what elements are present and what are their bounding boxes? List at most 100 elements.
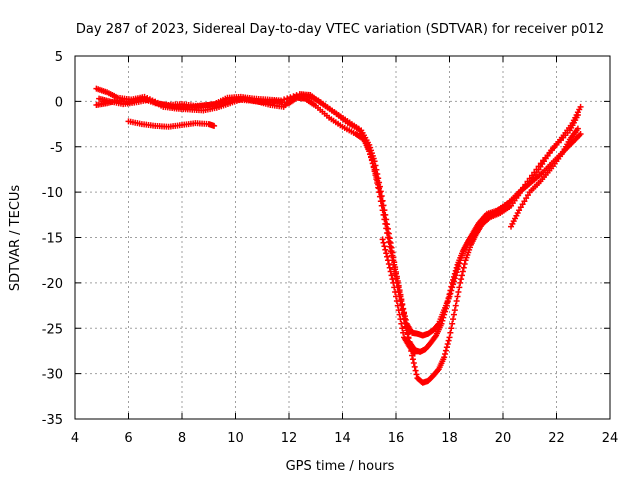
data-point (384, 221, 391, 228)
data-points (93, 85, 584, 386)
y-axis-label: SDTVAR / TECUs (8, 185, 23, 292)
y-tick-label: -5 (50, 141, 63, 156)
data-point (290, 93, 297, 100)
data-point (447, 287, 454, 294)
data-point (445, 295, 452, 301)
data-point (441, 354, 448, 361)
data-point (442, 305, 449, 312)
data-point (397, 291, 404, 298)
data-point (452, 267, 459, 274)
data-point (574, 125, 581, 132)
data-point (451, 270, 458, 277)
y-tick-label: -30 (42, 368, 63, 383)
data-point (447, 329, 454, 336)
data-point (390, 279, 397, 286)
data-point (400, 305, 407, 312)
data-point (449, 279, 456, 286)
data-point (395, 307, 402, 314)
data-point (381, 207, 388, 214)
data-point (211, 122, 218, 129)
y-tick-label: -25 (42, 322, 63, 337)
data-point (393, 268, 399, 275)
x-tick-label: 12 (281, 431, 298, 446)
data-point (438, 320, 445, 327)
data-point (516, 207, 523, 214)
data-point (442, 308, 449, 315)
data-point (387, 239, 394, 246)
series-track-4 (125, 118, 218, 130)
y-axis-ticks: 5 0 -5 -10 -15 -20 -25 -30 -35 (42, 50, 610, 428)
data-point (400, 329, 407, 336)
data-point (390, 254, 397, 261)
data-point (446, 334, 453, 341)
x-tick-label: 6 (124, 431, 132, 446)
data-point (434, 367, 441, 374)
data-point (375, 175, 382, 182)
x-tick-label: 20 (495, 431, 512, 446)
data-point (384, 257, 391, 264)
data-point (412, 367, 419, 374)
y-tick-label: -15 (42, 232, 63, 247)
x-tick-label: 18 (441, 431, 458, 446)
data-point (371, 158, 378, 165)
data-point (399, 325, 406, 332)
data-point (393, 298, 400, 305)
data-point (385, 230, 392, 237)
x-axis-label: GPS time / hours (286, 459, 395, 474)
data-point (281, 96, 288, 103)
x-tick-label: 4 (71, 431, 79, 446)
data-point (387, 268, 394, 275)
data-point (389, 249, 396, 256)
data-point (448, 283, 455, 290)
data-point (277, 97, 284, 104)
data-point (374, 170, 381, 177)
data-point (373, 166, 380, 173)
data-point (443, 344, 450, 351)
data-point (409, 356, 416, 363)
data-point (284, 95, 291, 102)
y-tick-label: -10 (42, 186, 63, 201)
data-point (394, 302, 401, 309)
data-point (394, 278, 401, 285)
data-point (376, 183, 383, 190)
data-point (398, 320, 405, 327)
data-point (521, 198, 528, 205)
y-tick-label: -35 (42, 413, 63, 428)
data-point (381, 243, 388, 250)
data-point (372, 162, 379, 169)
data-point (524, 192, 531, 199)
data-point (444, 340, 451, 347)
data-point (386, 264, 393, 271)
data-point (442, 347, 449, 354)
data-point (440, 314, 447, 321)
data-point (411, 363, 418, 370)
data-point (383, 216, 390, 223)
data-point (397, 316, 404, 323)
data-point (391, 284, 398, 291)
data-point (378, 193, 385, 200)
data-point (517, 204, 524, 211)
data-point (577, 131, 584, 138)
data-point (446, 291, 453, 298)
data-point (386, 235, 393, 242)
data-point (389, 276, 396, 283)
data-point (382, 211, 389, 218)
data-point (432, 333, 439, 340)
data-point (519, 201, 526, 208)
data-point (445, 337, 452, 344)
data-point (376, 179, 383, 186)
data-point (450, 273, 457, 280)
chart-title: Day 287 of 2023, Sidereal Day-to-day VTE… (76, 22, 604, 37)
y-tick-label: 5 (55, 50, 63, 65)
data-point (453, 264, 460, 271)
y-tick-label: -20 (42, 277, 63, 292)
data-point (450, 276, 457, 283)
data-point (459, 268, 466, 275)
data-point (382, 246, 389, 253)
data-point (523, 195, 530, 202)
data-point (451, 307, 458, 314)
data-point (388, 244, 395, 251)
data-point (379, 197, 386, 204)
data-point (393, 293, 399, 300)
